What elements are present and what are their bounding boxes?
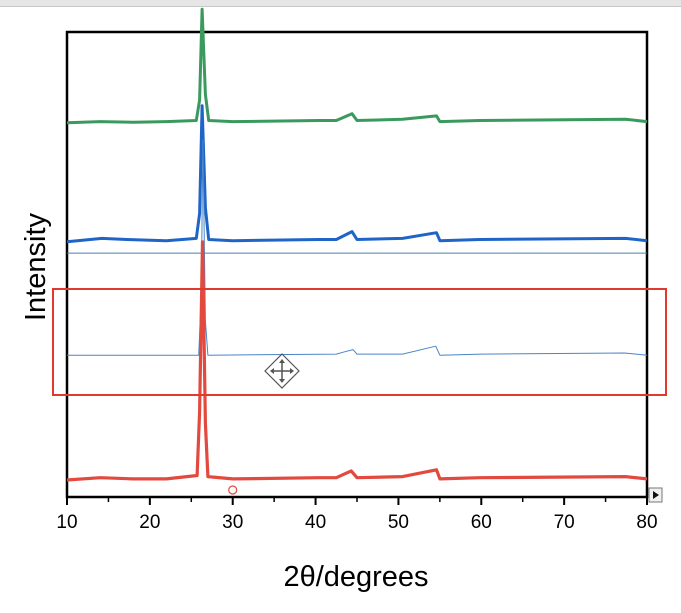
x-tick-label: 70 [554,512,575,533]
move-icon[interactable] [264,353,300,389]
plot-area [65,30,649,499]
x-tick-label: 80 [636,512,657,533]
toolbar-strip [0,0,681,7]
x-axis-title: 2θ/degrees [283,561,428,593]
series-line-3[interactable] [67,139,648,356]
scroll-right-icon[interactable] [648,487,663,503]
series-line-2[interactable] [66,104,648,244]
series-line-4[interactable] [66,240,648,482]
selection-box[interactable] [52,288,667,396]
x-axis-ticks: 10 20 30 40 50 60 70 80 [56,497,658,533]
x-tick-label: 60 [471,512,492,533]
point-marker-icon[interactable] [228,485,238,495]
series-line-1[interactable] [66,7,648,125]
series-layer [66,7,648,482]
overlay-layer[interactable] [52,288,667,503]
x-tick-label: 50 [388,512,409,533]
plot-frame [65,30,649,499]
x-tick-label: 30 [222,512,243,533]
y-axis-title: Intensity [20,213,52,321]
x-tick-label: 10 [56,512,77,533]
x-tick-label: 40 [305,512,326,533]
x-tick-label: 20 [139,512,160,533]
